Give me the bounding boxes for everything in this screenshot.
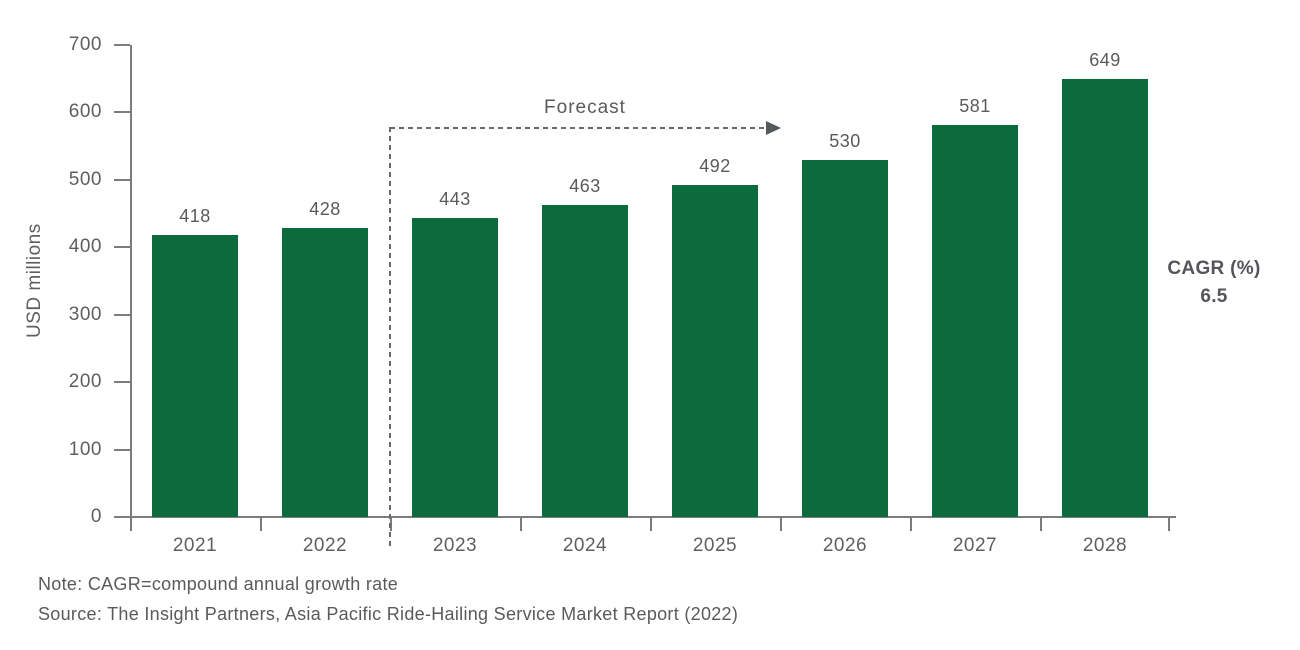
bar-value-label: 443 — [439, 189, 471, 210]
y-tick-label: 300 — [68, 303, 102, 325]
bar-value-label: 492 — [699, 156, 731, 177]
bar-2026 — [802, 159, 888, 517]
cagr-value: 6.5 — [1200, 286, 1228, 307]
forecast-dashed-vline — [389, 127, 391, 547]
bar-value-label: 463 — [569, 175, 601, 196]
x-tick-label: 2028 — [1082, 535, 1128, 556]
y-tick-label: 100 — [68, 438, 102, 460]
bar-2028 — [1062, 79, 1148, 517]
bar-value-label: 428 — [309, 199, 341, 220]
y-tick-label: 500 — [68, 168, 102, 190]
note-line: Note: CAGR=compound annual growth rate — [38, 574, 399, 594]
y-tick-mark — [114, 381, 130, 384]
x-tick-label: 2022 — [302, 535, 348, 556]
y-tick-mark — [114, 516, 130, 518]
y-axis-line — [130, 45, 132, 518]
bar-2025 — [672, 185, 758, 517]
x-tick-mark — [780, 518, 782, 531]
y-tick-label: 700 — [68, 34, 102, 55]
x-tick-label: 2025 — [692, 535, 738, 556]
bar-value-label: 649 — [1089, 50, 1121, 71]
forecast-label: Forecast — [544, 97, 626, 118]
y-tick-mark — [114, 178, 130, 181]
y-tick-label: 0 — [90, 506, 102, 527]
bar-2022 — [282, 228, 368, 517]
bar-value-label: 418 — [179, 206, 211, 227]
x-tick-mark — [130, 518, 132, 531]
x-tick-label: 2027 — [952, 535, 998, 556]
source-line: Source: The Insight Partners, Asia Pacif… — [38, 604, 739, 624]
x-tick-mark — [650, 518, 652, 531]
bar-2027 — [932, 125, 1018, 517]
x-tick-label: 2023 — [432, 535, 478, 556]
bar-2021 — [152, 235, 238, 517]
y-tick-label: 600 — [68, 101, 102, 123]
x-tick-mark — [1040, 518, 1042, 531]
bar-value-label: 530 — [829, 130, 861, 151]
x-axis-line — [114, 516, 1176, 518]
x-tick-mark — [520, 518, 522, 531]
y-tick-mark — [114, 111, 130, 114]
plot-area: 0 100 200 300 400 500 600 700 2021 2022 2023 2024 2… — [69, 35, 1176, 556]
bar-2023 — [412, 218, 498, 517]
x-tick-label: 2026 — [822, 535, 868, 556]
y-tick-mark — [114, 448, 130, 451]
cagr-label: CAGR (%) — [1167, 258, 1261, 279]
bar-2024 — [542, 204, 628, 517]
x-tick-label: 2021 — [172, 535, 218, 556]
y-tick-mark — [114, 44, 130, 46]
forecast-dashed-hline — [390, 127, 766, 129]
y-tick-mark — [114, 313, 130, 316]
y-tick-label: 200 — [68, 371, 102, 393]
x-tick-mark — [1168, 518, 1170, 531]
x-tick-mark — [910, 518, 912, 531]
cagr-callout: CAGR (%) 6.5 — [1148, 255, 1280, 311]
x-tick-mark — [260, 518, 262, 531]
y-tick-label: 400 — [68, 236, 102, 258]
footer-notes: Note: CAGR=compound annual growth rate S… — [38, 569, 738, 629]
x-tick-mark — [390, 518, 392, 531]
bar-value-label: 581 — [959, 96, 991, 117]
y-tick-mark — [114, 246, 130, 249]
x-tick-label: 2024 — [562, 535, 608, 556]
forecast-arrowhead-icon — [766, 121, 781, 135]
